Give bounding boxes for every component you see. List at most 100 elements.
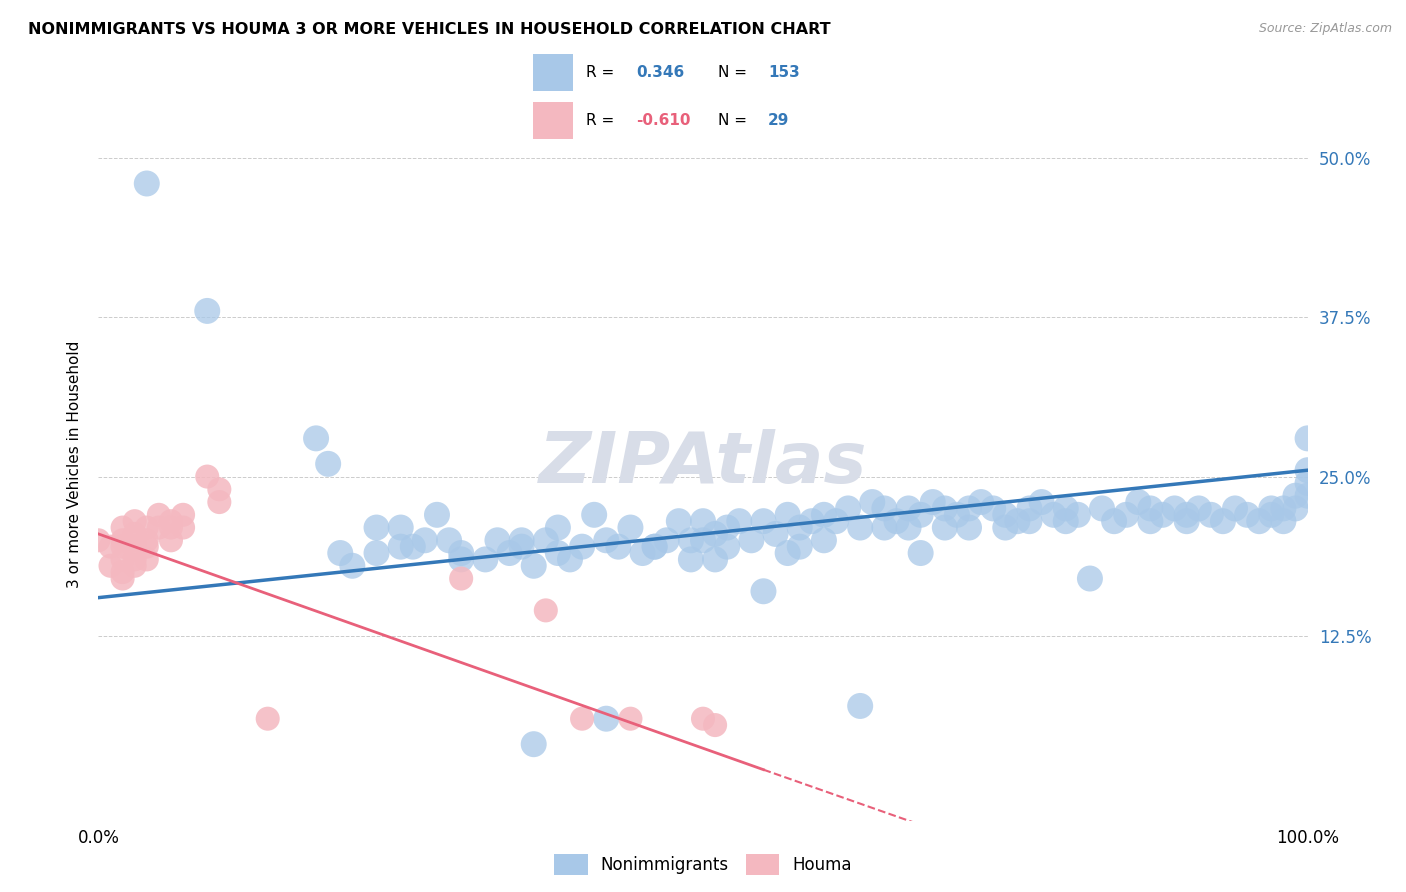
Point <box>934 501 956 516</box>
Point <box>704 527 727 541</box>
Point <box>704 552 727 566</box>
Point <box>1115 508 1137 522</box>
Point <box>970 495 993 509</box>
Point <box>813 533 835 548</box>
Point <box>1272 514 1295 528</box>
Text: R =: R = <box>586 65 620 79</box>
Point <box>498 546 520 560</box>
Point <box>849 698 872 713</box>
Point <box>1296 489 1319 503</box>
Point <box>1188 501 1211 516</box>
Point <box>305 431 328 445</box>
Point <box>692 533 714 548</box>
Point <box>910 508 932 522</box>
Point <box>789 540 811 554</box>
Text: 153: 153 <box>768 65 800 79</box>
Point <box>1007 514 1029 528</box>
Point <box>1031 495 1053 509</box>
Point <box>1260 508 1282 522</box>
Point <box>1249 514 1271 528</box>
Point <box>752 514 775 528</box>
Point <box>873 520 896 534</box>
Point <box>644 540 666 554</box>
Point <box>631 546 654 560</box>
Point <box>910 546 932 560</box>
Point <box>934 520 956 534</box>
Point <box>1018 514 1040 528</box>
Point <box>195 304 218 318</box>
Point <box>644 540 666 554</box>
Point <box>981 501 1004 516</box>
Point <box>450 572 472 586</box>
Point <box>510 533 533 548</box>
Legend: Nonimmigrants, Houma: Nonimmigrants, Houma <box>547 847 859 881</box>
Point <box>534 533 557 548</box>
FancyBboxPatch shape <box>533 54 574 91</box>
Point <box>886 514 908 528</box>
Point <box>825 514 848 528</box>
Point <box>547 546 569 560</box>
Point <box>111 552 134 566</box>
Point <box>1128 495 1150 509</box>
Point <box>486 533 509 548</box>
Point <box>195 469 218 483</box>
Point <box>946 508 969 522</box>
Point <box>389 520 412 534</box>
Point <box>994 520 1017 534</box>
Point <box>366 546 388 560</box>
Point <box>1078 572 1101 586</box>
Text: 29: 29 <box>768 113 789 128</box>
Point <box>1139 514 1161 528</box>
Point <box>148 520 170 534</box>
Point <box>1139 501 1161 516</box>
Point <box>1296 431 1319 445</box>
Point <box>124 540 146 554</box>
Point <box>1296 475 1319 490</box>
Point <box>728 514 751 528</box>
Point <box>619 712 641 726</box>
Point <box>342 558 364 573</box>
Point <box>160 533 183 548</box>
Point <box>1018 501 1040 516</box>
Point <box>1284 489 1306 503</box>
Point <box>474 552 496 566</box>
Point <box>124 514 146 528</box>
Point <box>124 527 146 541</box>
Point <box>1199 508 1222 522</box>
Point <box>704 718 727 732</box>
Point <box>111 572 134 586</box>
Point <box>860 495 883 509</box>
Point <box>607 540 630 554</box>
Point <box>571 712 593 726</box>
Point <box>316 457 339 471</box>
Point <box>1223 501 1246 516</box>
Point <box>679 533 702 548</box>
Point <box>160 514 183 528</box>
Point <box>679 552 702 566</box>
Point <box>100 540 122 554</box>
Point <box>813 508 835 522</box>
Point <box>957 501 980 516</box>
Point <box>921 495 943 509</box>
Point <box>583 508 606 522</box>
Point <box>148 508 170 522</box>
Point <box>450 552 472 566</box>
Point <box>897 501 920 516</box>
Point <box>752 584 775 599</box>
Point <box>111 520 134 534</box>
Point <box>172 508 194 522</box>
Point <box>87 533 110 548</box>
Point <box>957 520 980 534</box>
Point <box>111 540 134 554</box>
Point <box>789 520 811 534</box>
Point <box>1152 508 1174 522</box>
FancyBboxPatch shape <box>533 102 574 139</box>
Point <box>534 603 557 617</box>
Point <box>655 533 678 548</box>
Point <box>571 540 593 554</box>
Point <box>160 520 183 534</box>
Point <box>111 565 134 579</box>
Point <box>740 533 762 548</box>
Point <box>111 533 134 548</box>
Point <box>426 508 449 522</box>
